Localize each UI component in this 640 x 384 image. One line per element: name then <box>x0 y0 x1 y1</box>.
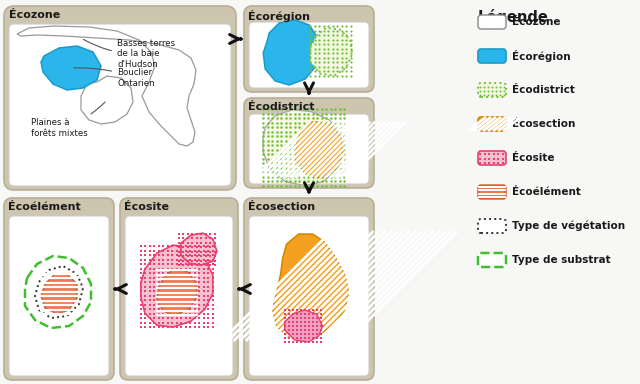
FancyBboxPatch shape <box>249 22 369 88</box>
Polygon shape <box>310 28 352 76</box>
Polygon shape <box>273 234 349 340</box>
Text: Bouclier
Ontarien: Bouclier Ontarien <box>74 68 155 88</box>
Text: Type de végétation: Type de végétation <box>512 221 625 231</box>
FancyBboxPatch shape <box>478 117 506 131</box>
Text: Écozone: Écozone <box>9 10 60 20</box>
FancyBboxPatch shape <box>4 6 236 190</box>
FancyBboxPatch shape <box>478 219 506 233</box>
FancyBboxPatch shape <box>9 24 231 186</box>
Text: Écodistrict: Écodistrict <box>512 85 575 95</box>
Text: Basses terres
de la baie
d'Hudson: Basses terres de la baie d'Hudson <box>83 39 175 69</box>
FancyBboxPatch shape <box>244 98 374 188</box>
FancyBboxPatch shape <box>4 198 114 380</box>
Text: Plaines à
forêts mixtes: Plaines à forêts mixtes <box>31 102 105 138</box>
Text: Écorégion: Écorégion <box>248 10 310 22</box>
Text: Écosection: Écosection <box>512 119 575 129</box>
Polygon shape <box>263 20 319 85</box>
Polygon shape <box>285 310 323 342</box>
Polygon shape <box>17 26 196 146</box>
Polygon shape <box>295 122 343 178</box>
Text: Écorégion: Écorégion <box>512 50 571 62</box>
FancyBboxPatch shape <box>478 253 506 267</box>
Polygon shape <box>157 269 197 315</box>
FancyBboxPatch shape <box>249 114 369 184</box>
FancyBboxPatch shape <box>120 198 238 380</box>
Text: Écosite: Écosite <box>512 153 554 163</box>
Polygon shape <box>41 46 101 90</box>
Polygon shape <box>141 245 213 327</box>
Text: Écoélément: Écoélément <box>8 202 81 212</box>
FancyBboxPatch shape <box>478 185 506 199</box>
FancyBboxPatch shape <box>244 6 374 92</box>
FancyBboxPatch shape <box>478 49 506 63</box>
FancyBboxPatch shape <box>9 216 109 376</box>
Text: Écozone: Écozone <box>512 17 561 27</box>
Text: Écodistrict: Écodistrict <box>248 102 314 112</box>
FancyBboxPatch shape <box>478 15 506 29</box>
FancyBboxPatch shape <box>249 216 369 376</box>
Polygon shape <box>181 233 217 265</box>
Polygon shape <box>41 274 77 314</box>
FancyBboxPatch shape <box>478 83 506 97</box>
Polygon shape <box>263 110 343 185</box>
Text: Légende: Légende <box>478 9 549 25</box>
Text: Écosection: Écosection <box>248 202 315 212</box>
Text: Type de substrat: Type de substrat <box>512 255 611 265</box>
Polygon shape <box>81 76 133 124</box>
Text: Écosite: Écosite <box>124 202 169 212</box>
Text: Écoélément: Écoélément <box>512 187 581 197</box>
FancyBboxPatch shape <box>125 216 233 376</box>
FancyBboxPatch shape <box>478 151 506 165</box>
FancyBboxPatch shape <box>244 198 374 380</box>
